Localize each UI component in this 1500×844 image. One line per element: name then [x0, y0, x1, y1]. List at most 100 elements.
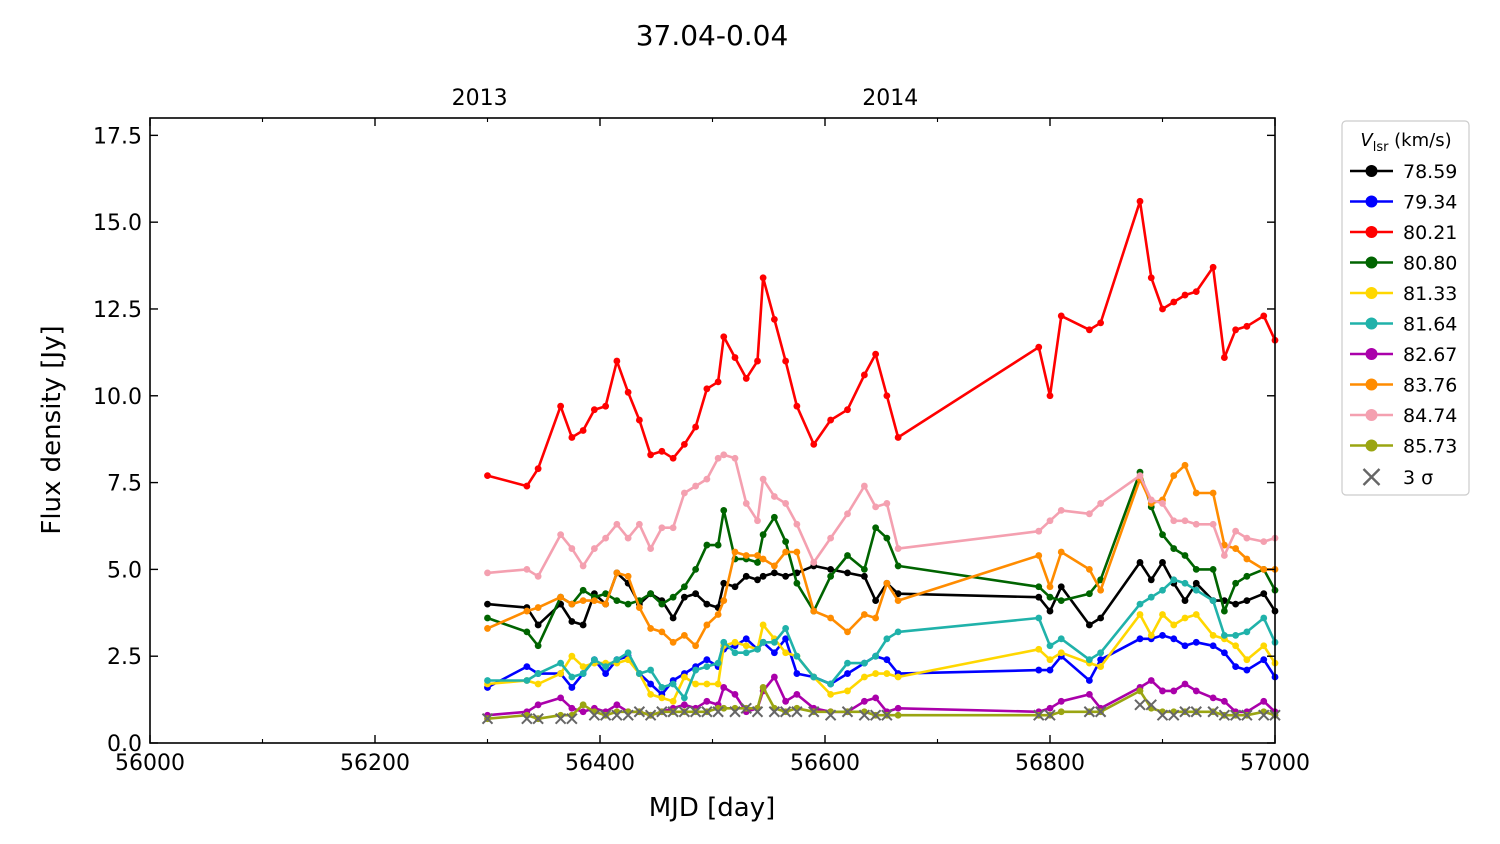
- y-tick-label: 5.0: [107, 558, 142, 583]
- sigma-marker-stroke: [1229, 709, 1242, 721]
- sigma-marker-stroke: [1094, 706, 1107, 718]
- data-point-81.64: [1136, 600, 1144, 608]
- data-point-81.64: [770, 638, 778, 646]
- legend-label: 80.21: [1403, 222, 1457, 244]
- data-point-80.21: [1159, 305, 1166, 313]
- data-point-79.34: [1035, 666, 1043, 674]
- data-point-81.64: [1097, 649, 1105, 657]
- sigma-marker: [1033, 709, 1045, 721]
- data-point-84.74: [1181, 517, 1189, 525]
- legend-items: 78.59 79.34 80.21 80.80 81.33 81.64 82.67 83.76…: [1350, 161, 1457, 489]
- data-point-80.80: [782, 538, 790, 546]
- data-point-80.21: [770, 315, 778, 323]
- series-line-80.21: [487, 200, 1277, 488]
- data-point-82.67: [1181, 680, 1189, 688]
- data-point-81.33: [1243, 656, 1251, 664]
- data-point-81.64: [720, 638, 728, 646]
- data-point-78.59: [1260, 590, 1268, 598]
- data-point-83.76: [810, 607, 818, 615]
- data-point-80.21: [742, 375, 750, 382]
- data-point-81.33: [1159, 611, 1166, 618]
- sigma-marker: [841, 706, 854, 718]
- data-point-84.74: [602, 534, 610, 542]
- sigma-marker: [611, 709, 623, 721]
- legend-label: 84.74: [1403, 405, 1457, 427]
- data-point-81.33: [692, 680, 700, 688]
- sigma-marker: [729, 706, 741, 718]
- data-point-81.64: [872, 652, 880, 660]
- data-point-81.64: [523, 677, 531, 684]
- legend-label: 81.64: [1403, 314, 1457, 336]
- sigma-marker: [667, 706, 679, 718]
- data-point-81.33: [742, 642, 750, 650]
- data-point-78.59: [1147, 576, 1155, 584]
- data-point-81.33: [844, 687, 851, 695]
- sigma-marker-stroke: [599, 709, 612, 721]
- data-point-83.76: [742, 552, 750, 559]
- sigma-marker: [1156, 709, 1169, 721]
- legend-marker: [1365, 348, 1378, 360]
- data-point-81.64: [1170, 576, 1178, 584]
- data-point-79.34: [1136, 635, 1144, 643]
- sigma-marker-stroke: [588, 709, 601, 721]
- data-point-80.80: [860, 565, 868, 573]
- data-point-84.74: [827, 534, 835, 542]
- data-point-84.74: [557, 531, 565, 539]
- sigma-marker: [1218, 709, 1231, 721]
- data-point-83.76: [579, 597, 587, 605]
- data-point-80.21: [658, 447, 666, 455]
- data-point-82.67: [1192, 687, 1200, 695]
- data-point-79.34: [1046, 666, 1054, 674]
- data-point-84.74: [658, 524, 666, 532]
- sigma-marker: [768, 706, 781, 718]
- sigma-marker-stroke: [1083, 706, 1096, 718]
- data-point-83.76: [590, 597, 598, 605]
- sigma-marker: [791, 706, 803, 718]
- data-point-81.33: [782, 649, 790, 657]
- data-point-78.59: [484, 600, 491, 608]
- data-point-82.67: [568, 704, 576, 712]
- sigma-marker: [1207, 706, 1219, 718]
- sigma-marker: [808, 706, 820, 718]
- data-point-81.64: [793, 652, 801, 660]
- data-point-80.21: [1170, 298, 1178, 306]
- data-point-81.64: [1057, 635, 1065, 643]
- data-point-78.59: [827, 565, 835, 573]
- sigma-marker-stroke: [1168, 709, 1180, 721]
- legend-marker: [1365, 226, 1378, 238]
- data-point-78.59: [720, 579, 728, 587]
- data-point-78.59: [669, 614, 677, 622]
- data-point-80.80: [602, 590, 610, 598]
- legend-marker: [1365, 287, 1378, 299]
- sigma-marker-stroke: [824, 709, 837, 721]
- data-point-84.74: [1243, 534, 1251, 542]
- sigma-marker: [644, 709, 657, 721]
- data-point-81.64: [1181, 579, 1189, 587]
- data-point-79.34: [782, 635, 790, 643]
- sigma-marker-stroke: [841, 706, 854, 718]
- data-point-83.76: [872, 614, 880, 622]
- sigma-marker-stroke: [521, 712, 533, 725]
- data-point-83.76: [714, 611, 722, 618]
- data-point-84.74: [1057, 506, 1065, 514]
- data-point-81.64: [635, 670, 643, 677]
- data-point-81.64: [1243, 628, 1251, 636]
- data-point-80.21: [1136, 197, 1144, 205]
- sigma-marker-stroke: [808, 706, 820, 718]
- data-point-82.67: [579, 708, 587, 716]
- data-point-81.33: [579, 663, 587, 671]
- sigma-marker: [566, 712, 578, 725]
- data-point-80.80: [534, 642, 542, 650]
- y-tick-label: 10.0: [93, 385, 142, 410]
- sigma-marker-stroke: [611, 709, 623, 721]
- data-point-78.59: [1232, 600, 1240, 608]
- data-point-80.21: [484, 472, 491, 480]
- data-point-78.59: [742, 572, 750, 580]
- sigma-marker-stroke: [1207, 706, 1219, 718]
- sigma-marker: [869, 709, 882, 721]
- data-point-80.21: [1057, 312, 1065, 320]
- data-point-78.59: [680, 593, 688, 601]
- sigma-marker-stroke: [622, 709, 634, 721]
- data-point-81.33: [1136, 611, 1144, 618]
- sigma-marker: [701, 706, 713, 718]
